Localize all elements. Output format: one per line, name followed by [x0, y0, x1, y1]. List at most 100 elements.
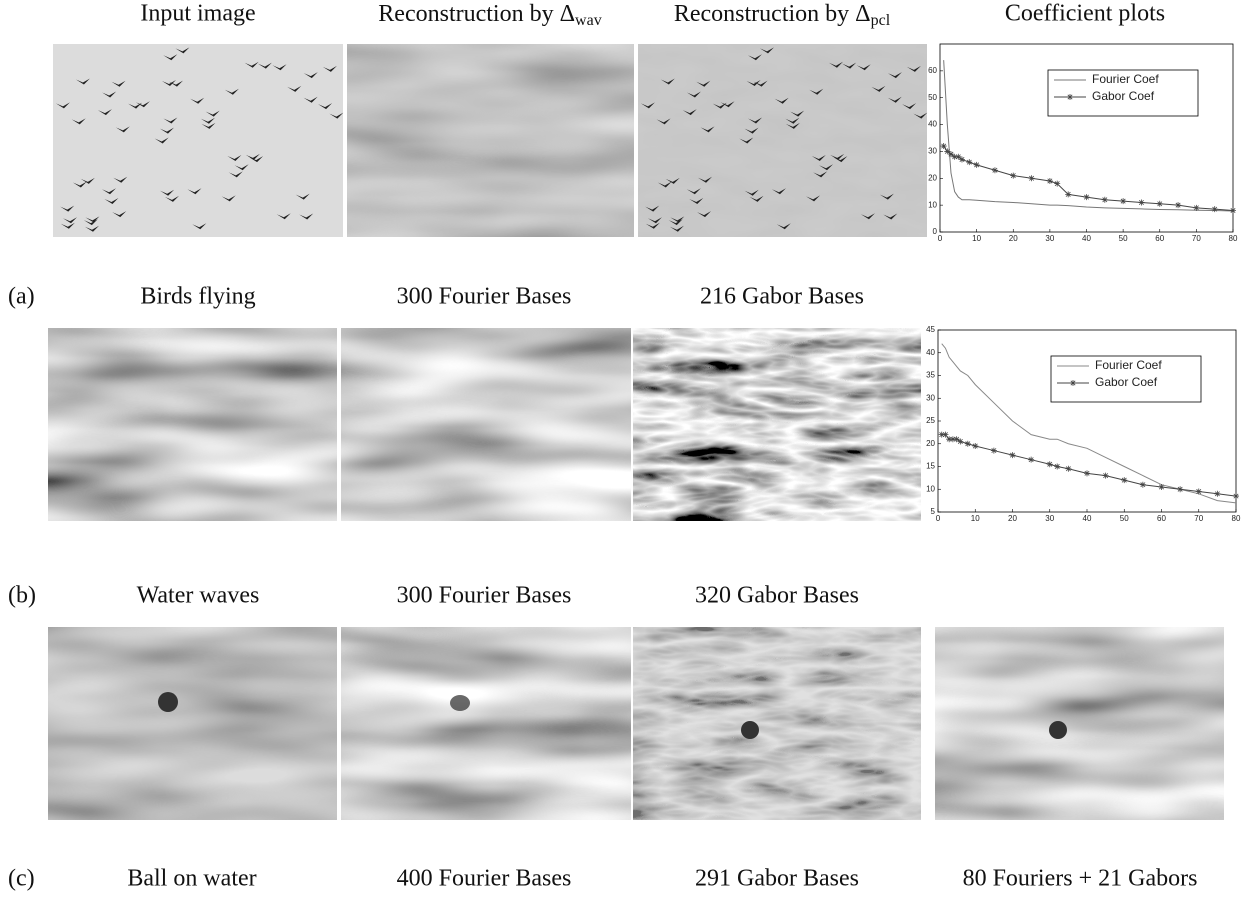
x-tick-label: 70: [1194, 514, 1203, 523]
legend-label: Fourier Coef: [1092, 72, 1159, 86]
point-marker: [942, 432, 948, 438]
series-line: [942, 435, 1236, 496]
point-marker: [1065, 191, 1071, 197]
y-tick-label: 25: [926, 416, 935, 425]
figure: Input image Reconstruction by Δwav Recon…: [0, 0, 1251, 900]
y-tick-label: 10: [928, 200, 937, 209]
legend-label: Fourier Coef: [1095, 358, 1162, 372]
ball: [741, 721, 759, 739]
legend-marker: [1067, 94, 1073, 100]
column-header: Input image: [140, 1, 255, 27]
point-marker: [1214, 491, 1220, 497]
y-tick-label: 35: [926, 371, 935, 380]
y-tick-label: 15: [926, 462, 935, 471]
header-text: Reconstruction by Δ: [378, 1, 575, 27]
caption: 300 Fourier Bases: [397, 284, 572, 310]
caption: Birds flying: [140, 284, 255, 310]
ball: [158, 692, 178, 712]
x-tick-label: 40: [1082, 234, 1091, 243]
point-marker: [944, 148, 950, 154]
point-marker: [1193, 205, 1199, 211]
x-tick-label: 60: [1155, 234, 1164, 243]
point-marker: [972, 443, 978, 449]
column-header: Reconstruction by Δpcl: [674, 1, 891, 29]
image-panel: [53, 44, 343, 237]
y-tick-label: 30: [928, 147, 937, 156]
image-panel: [48, 328, 337, 521]
legend-label: Gabor Coef: [1095, 375, 1158, 389]
x-tick-label: 10: [972, 234, 981, 243]
y-tick-label: 40: [926, 348, 935, 357]
y-tick-label: 5: [931, 507, 936, 516]
image-panel: [633, 627, 921, 820]
image-panel: [341, 328, 631, 521]
point-marker: [1140, 482, 1146, 488]
image-panel: [48, 627, 337, 820]
point-marker: [1065, 466, 1071, 472]
point-marker: [991, 448, 997, 454]
caption: 80 Fouriers + 21 Gabors: [963, 866, 1198, 892]
point-marker: [1084, 194, 1090, 200]
image-panel: [347, 44, 634, 237]
point-marker: [1120, 198, 1126, 204]
row-tag: (b): [8, 583, 36, 609]
caption: 320 Gabor Bases: [695, 583, 859, 609]
row-tag: (c): [8, 866, 35, 892]
point-marker: [1121, 477, 1127, 483]
caption: 400 Fourier Bases: [397, 866, 572, 892]
column-header: Reconstruction by Δwav: [378, 1, 601, 29]
point-marker: [1010, 173, 1016, 179]
y-tick-label: 0: [933, 227, 938, 236]
point-marker: [1157, 201, 1163, 207]
point-marker: [1047, 461, 1053, 467]
ball: [450, 695, 470, 711]
point-marker: [965, 441, 971, 447]
image-panel: [935, 627, 1224, 820]
point-marker: [1212, 206, 1218, 212]
y-tick-label: 30: [926, 393, 935, 402]
image-panel: [633, 328, 921, 521]
header-subscript: pcl: [871, 12, 891, 29]
point-marker: [1159, 484, 1165, 490]
point-marker: [1047, 178, 1053, 184]
x-tick-label: 60: [1157, 514, 1166, 523]
x-tick-label: 50: [1120, 514, 1129, 523]
y-tick-label: 50: [928, 93, 937, 102]
point-marker: [1010, 452, 1016, 458]
point-marker: [941, 143, 947, 149]
x-tick-label: 20: [1008, 514, 1017, 523]
x-tick-label: 30: [1045, 234, 1054, 243]
x-tick-label: 40: [1083, 514, 1092, 523]
x-tick-label: 0: [936, 514, 941, 523]
point-marker: [955, 154, 961, 160]
point-marker: [948, 151, 954, 157]
caption: 216 Gabor Bases: [700, 284, 864, 310]
point-marker: [1054, 181, 1060, 187]
y-tick-label: 45: [926, 325, 935, 334]
point-marker: [1029, 175, 1035, 181]
x-tick-label: 30: [1045, 514, 1054, 523]
point-marker: [1177, 486, 1183, 492]
image-panel: [638, 44, 927, 237]
x-tick-label: 20: [1009, 234, 1018, 243]
caption: Ball on water: [127, 866, 256, 892]
y-tick-label: 10: [926, 484, 935, 493]
y-tick-label: 20: [926, 439, 935, 448]
point-marker: [1084, 470, 1090, 476]
ball: [1049, 721, 1067, 739]
x-tick-label: 50: [1119, 234, 1128, 243]
y-tick-label: 60: [928, 66, 937, 75]
point-marker: [1102, 197, 1108, 203]
column-header: Coefficient plots: [1005, 1, 1165, 27]
point-marker: [1196, 489, 1202, 495]
x-tick-label: 80: [1232, 514, 1241, 523]
legend-marker: [1070, 380, 1076, 386]
x-tick-label: 70: [1192, 234, 1201, 243]
point-marker: [992, 167, 998, 173]
point-marker: [1028, 457, 1034, 463]
header-text: Reconstruction by Δ: [674, 1, 871, 27]
caption: 300 Fourier Bases: [397, 583, 572, 609]
point-marker: [1233, 493, 1239, 499]
point-marker: [1054, 464, 1060, 470]
point-marker: [1103, 473, 1109, 479]
